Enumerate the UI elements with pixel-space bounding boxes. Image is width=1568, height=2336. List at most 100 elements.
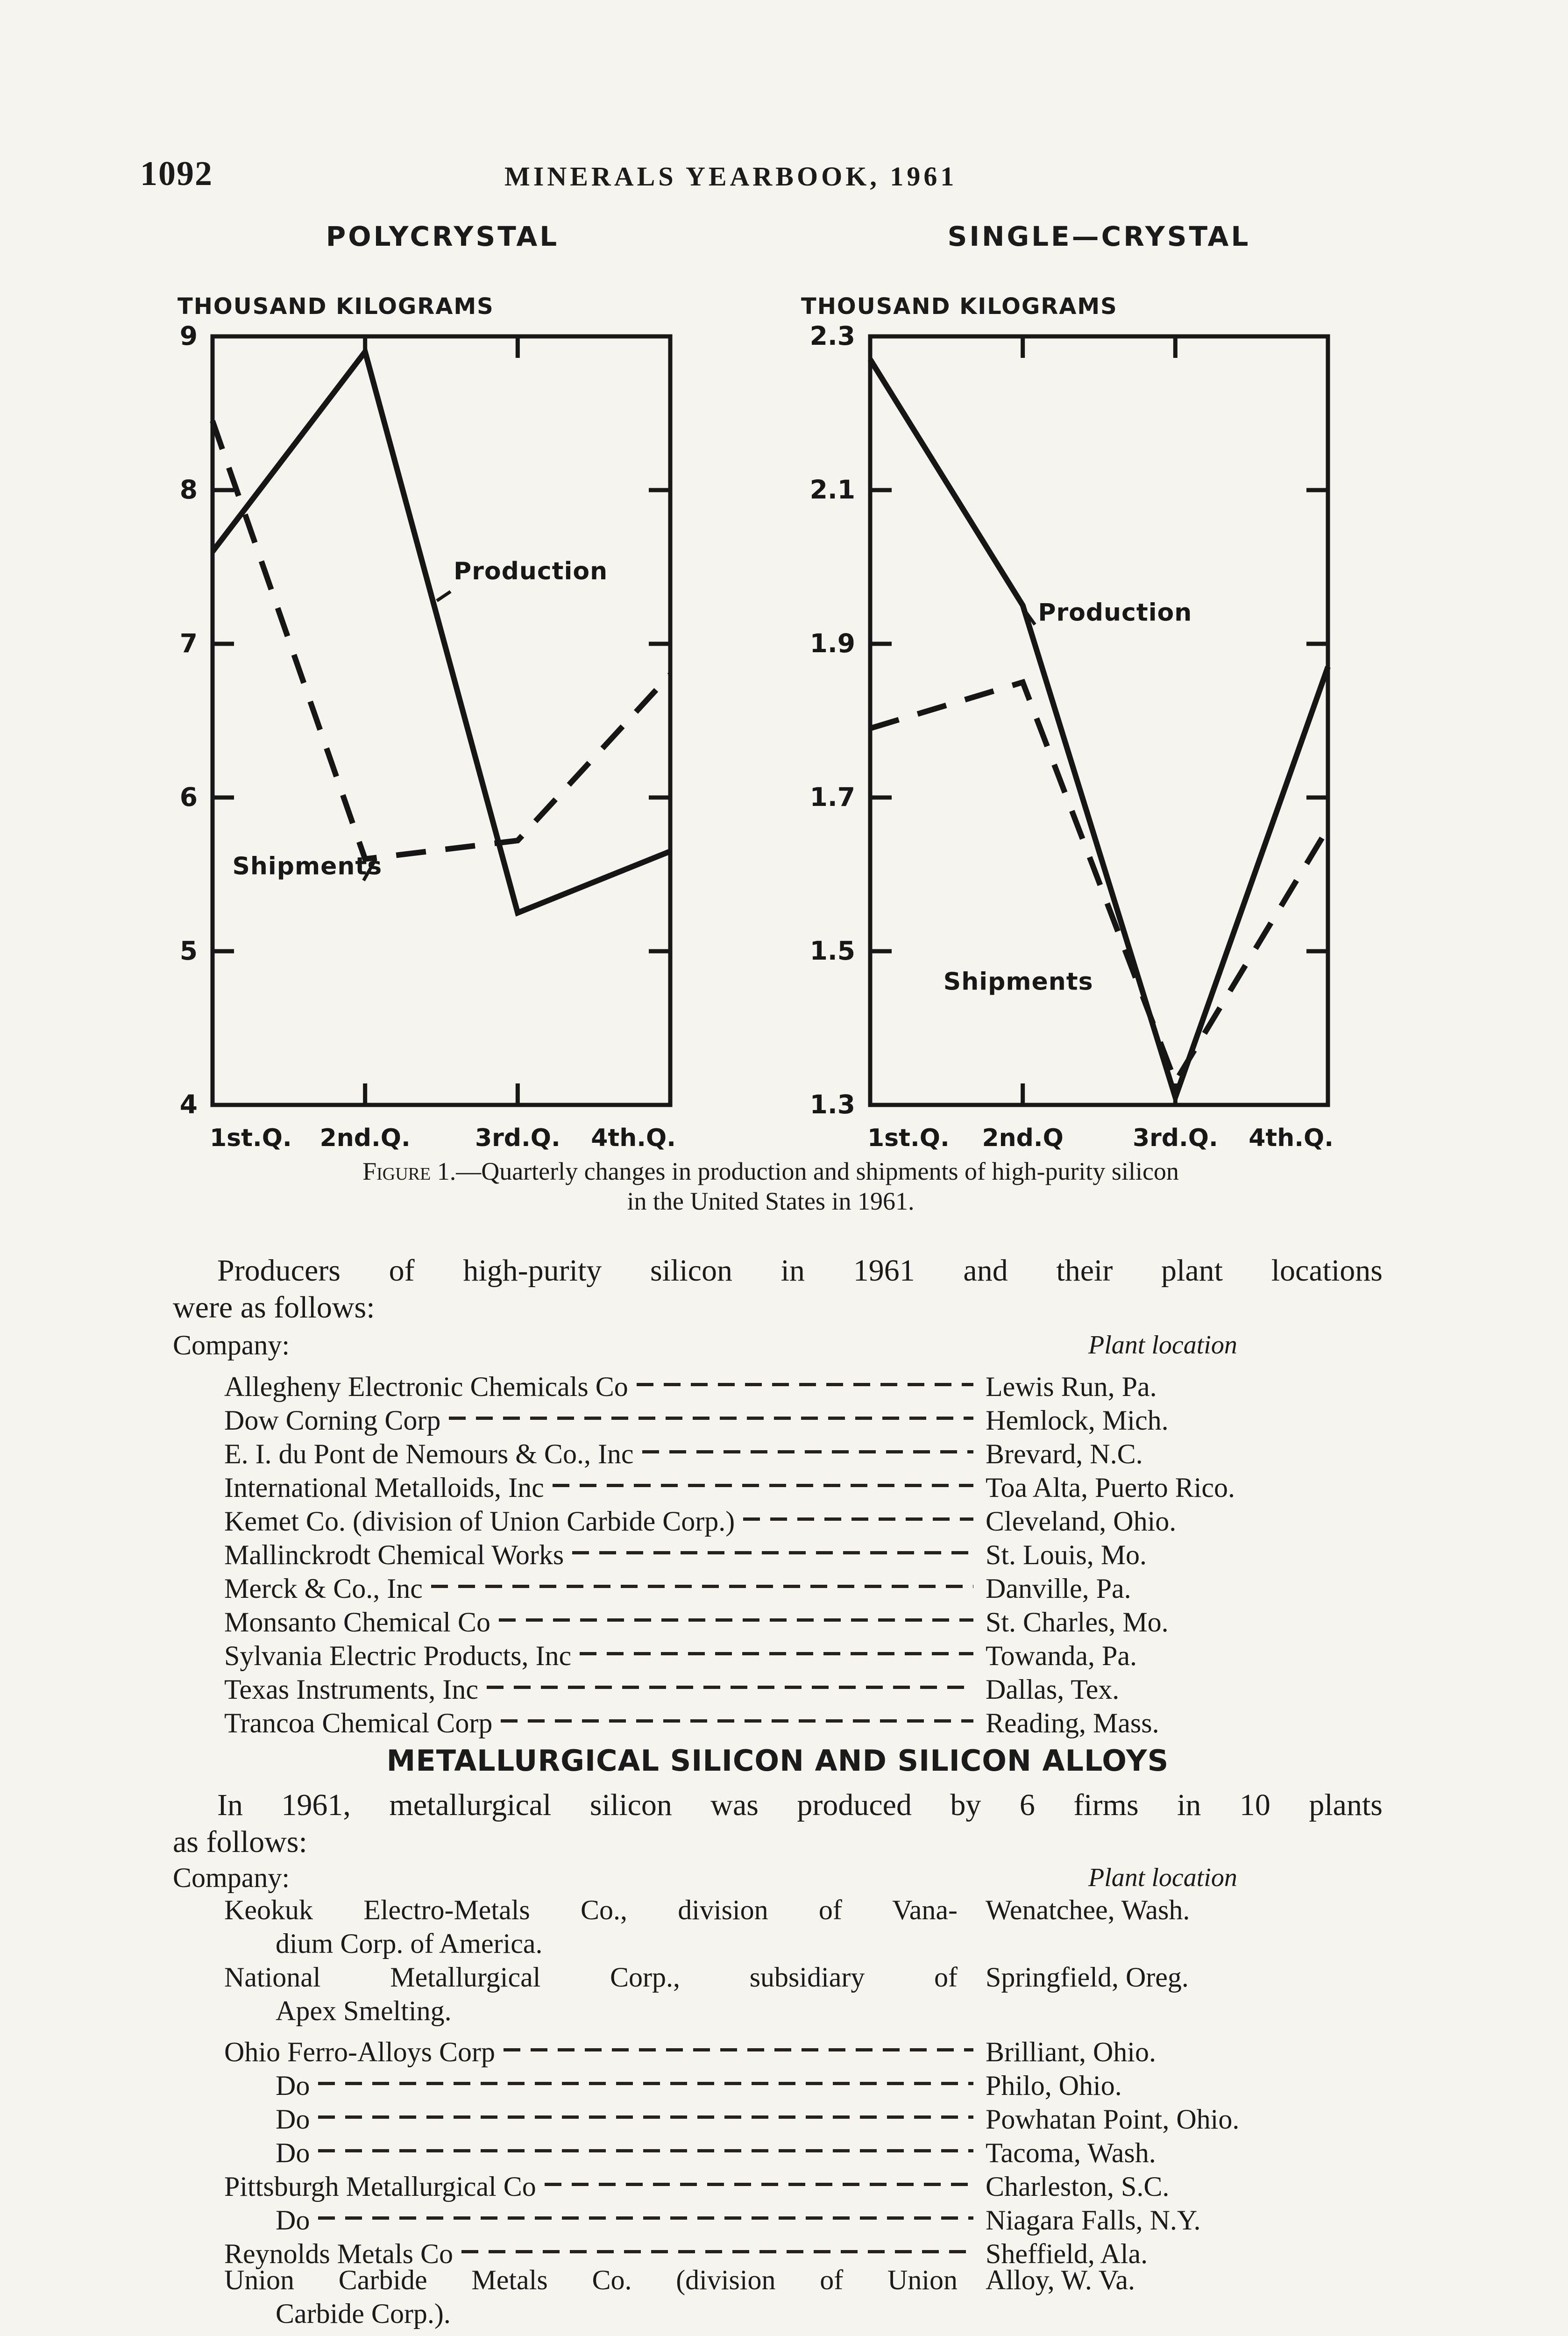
y-tick-label: 2.3 (810, 321, 855, 351)
location-cell: Dallas, Tex. (986, 1674, 1120, 1705)
table-row: Texas Instruments, Inc Dallas, Tex. (173, 1665, 1401, 1705)
running-head: MINERALS YEARBOOK, 1961 (504, 161, 958, 192)
x-tick-label: 4th.Q. (1249, 1124, 1334, 1152)
annotation-pointer (1021, 606, 1036, 626)
table-row: Apex Smelting. (173, 1994, 1401, 2028)
section-heading: METALLURGICAL SILICON AND SILICON ALLOYS (386, 1744, 1169, 1778)
y-tick-label: 7 (180, 628, 198, 658)
table-row: Dow Corning Corp Hemlock, Mich. (173, 1396, 1401, 1436)
intro-line1: Producers of high-purity silicon in 1961… (217, 1253, 1383, 1288)
company-cell: Merck & Co., Inc (224, 1573, 423, 1604)
table-row: Carbide Corp.). (173, 2297, 1401, 2330)
x-tick-label: 1st.Q. (867, 1124, 950, 1152)
table-row: Mallinckrodt Chemical Works St. Louis, Mo… (173, 1531, 1401, 1570)
company-cell: Keokuk Electro-Metals Co., division of V… (224, 1894, 958, 1925)
plot-frame (210, 334, 673, 1107)
company-cell: Carbide Corp.). (276, 2298, 451, 2329)
table-row: International Metalloids, Inc Toa Alta, P… (173, 1463, 1401, 1503)
table-row: Reynolds Metals Co Sheffield, Ala. (173, 2229, 1401, 2269)
location-cell: Charleston, S.C. (986, 2171, 1170, 2202)
y-tick-label: 1.3 (810, 1090, 855, 1119)
table-row: Keokuk Electro-Metals Co., division of V… (173, 1893, 1401, 1927)
dashed-leader (544, 2162, 973, 2196)
location-cell: Reading, Mass. (986, 1708, 1159, 1738)
figure-caption: Figure 1.—Quarterly changes in productio… (213, 1156, 1329, 1216)
location-cell: Towanda, Pa. (986, 1640, 1137, 1671)
shipments-label: Shipments (232, 853, 382, 881)
company-cell: National Metallurgical Corp., subsidiary… (224, 1962, 958, 1993)
x-tick-label: 3rd.Q. (475, 1124, 561, 1152)
dashed-leader (503, 2028, 973, 2061)
x-tick-label: 2nd.Q (982, 1124, 1063, 1152)
dashed-leader (318, 2095, 973, 2129)
y-tick-label: 6 (180, 782, 198, 812)
company-cell: Texas Instruments, Inc (224, 1674, 478, 1705)
table-row: Allegheny Electronic Chemicals Co Lewis R… (173, 1362, 1401, 1402)
y-tick-label: 8 (180, 475, 198, 505)
figure-caption-text: —Quarterly changes in production and shi… (456, 1157, 1179, 1185)
dashed-leader (501, 1699, 973, 1732)
company-cell: E. I. du Pont de Nemours & Co., Inc (224, 1439, 634, 1469)
company-cell: Mallinckrodt Chemical Works (224, 1539, 564, 1570)
dashed-leader (572, 1531, 973, 1564)
location-cell: Powhatan Point, Ohio. (986, 2104, 1240, 2135)
dashed-leader (552, 1463, 973, 1497)
location-cell: Brilliant, Ohio. (986, 2037, 1156, 2067)
production-label: Production (1038, 599, 1192, 627)
dashed-leader (318, 2196, 973, 2229)
producers-table: Allegheny Electronic Chemicals Co Lewis R… (173, 1362, 1401, 1738)
company-cell: dium Corp. of America. (276, 1928, 543, 1959)
dashed-leader (580, 1631, 973, 1665)
location-cell: St. Louis, Mo. (986, 1539, 1147, 1570)
location-cell: Alloy, W. Va. (986, 2265, 1135, 2295)
production-label: Production (454, 557, 608, 585)
figure-caption-line1: Figure 1.—Quarterly changes in productio… (213, 1156, 1329, 1186)
dashed-leader (318, 2061, 973, 2095)
y-tick-label: 1.5 (810, 936, 855, 966)
production-line (867, 358, 1331, 1106)
company-cell: International Metalloids, Inc (224, 1472, 544, 1503)
table-row: Trancoa Chemical Corp Reading, Mass. (173, 1699, 1401, 1738)
location-cell: Tacoma, Wash. (986, 2137, 1156, 2168)
company-cell: Union Carbide Metals Co. (division of Un… (224, 2265, 958, 2295)
location-cell: St. Charles, Mo. (986, 1607, 1169, 1638)
figure-caption-line2: in the United States in 1961. (627, 1187, 915, 1215)
company-cell: Trancoa Chemical Corp (224, 1708, 493, 1738)
company-cell: Apex Smelting. (276, 1995, 452, 2026)
shipments-line (869, 678, 1331, 1089)
table-row: Ohio Ferro-Alloys Corp Brilliant, Ohio. (173, 2028, 1401, 2067)
company-cell: Do (276, 2137, 310, 2168)
annotation-pointer (362, 858, 377, 882)
company-cell: Do (276, 2070, 310, 2101)
annotation-pointer (436, 590, 452, 602)
x-tick-label: 4th.Q. (591, 1124, 676, 1152)
company-column-header: Company: (173, 1862, 290, 1893)
metallurgical-line1: In 1961, metallurgical silicon was produ… (217, 1788, 1383, 1822)
table-row: National Metallurgical Corp., subsidiary… (173, 1960, 1401, 1994)
company-cell: Monsanto Chemical Co (224, 1607, 490, 1638)
polycrystal-y-axis-label: THOUSAND KILOGRAMS (177, 293, 494, 320)
table-row: Do Philo, Ohio. (173, 2061, 1401, 2101)
intro-line2: were as follows: (173, 1290, 375, 1325)
x-tick-label: 3rd.Q. (1133, 1124, 1218, 1152)
plant-location-column-header: Plant location (1088, 1331, 1237, 1360)
table-row: E. I. du Pont de Nemours & Co., Inc Breva… (173, 1430, 1401, 1469)
plot-frame (868, 334, 1330, 1107)
company-cell: Do (276, 2104, 310, 2135)
x-tick-label: 2nd.Q. (320, 1124, 411, 1152)
y-tick-label: 9 (180, 321, 198, 351)
table-row: Kemet Co. (division of Union Carbide Cor… (173, 1497, 1401, 1537)
dashed-leader (431, 1564, 973, 1598)
plant-location-column-header: Plant location (1088, 1863, 1237, 1892)
y-tick-label: 1.9 (810, 628, 855, 658)
y-tick-label: 1.7 (810, 782, 855, 812)
company-cell: Do (276, 2205, 310, 2236)
shipments-label: Shipments (944, 968, 1093, 996)
location-cell: Hemlock, Mich. (986, 1405, 1169, 1436)
table-row: Union Carbide Metals Co. (division of Un… (173, 2263, 1401, 2297)
table-row: Do Tacoma, Wash. (173, 2129, 1401, 2168)
single-crystal-chart-title: SINGLE—CRYSTAL (947, 221, 1251, 252)
figure-caption-label: Figure 1. (362, 1157, 456, 1185)
y-tick-label: 2.1 (810, 475, 855, 505)
